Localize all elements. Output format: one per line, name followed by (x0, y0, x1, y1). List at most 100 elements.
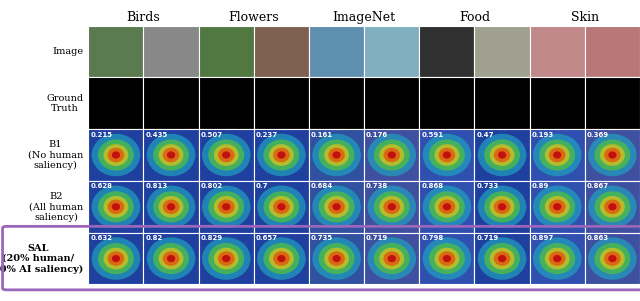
Ellipse shape (374, 139, 410, 171)
Bar (309, 26, 364, 77)
Ellipse shape (163, 148, 179, 162)
Ellipse shape (388, 151, 396, 159)
Ellipse shape (218, 251, 234, 266)
Bar (530, 26, 585, 77)
Text: 0.161: 0.161 (311, 132, 333, 138)
Text: ImageNet: ImageNet (333, 11, 396, 24)
Ellipse shape (533, 237, 582, 280)
Ellipse shape (600, 144, 625, 166)
Ellipse shape (443, 151, 451, 159)
Text: 0.215: 0.215 (90, 132, 112, 138)
Bar (309, 77, 364, 129)
Bar (585, 77, 640, 129)
Bar (474, 233, 530, 284)
Ellipse shape (218, 200, 234, 214)
Ellipse shape (600, 248, 625, 269)
Ellipse shape (214, 248, 239, 269)
Ellipse shape (167, 255, 175, 262)
Ellipse shape (159, 248, 184, 269)
Ellipse shape (202, 237, 250, 280)
Ellipse shape (153, 139, 189, 171)
Text: 0.897: 0.897 (532, 235, 554, 241)
Ellipse shape (257, 185, 306, 228)
Text: 0.733: 0.733 (476, 183, 499, 189)
Bar (254, 77, 309, 129)
Ellipse shape (147, 134, 195, 176)
Ellipse shape (490, 144, 515, 166)
Ellipse shape (498, 255, 506, 262)
Ellipse shape (153, 191, 189, 222)
Ellipse shape (214, 196, 239, 218)
Ellipse shape (159, 196, 184, 218)
Text: 0.7: 0.7 (256, 183, 268, 189)
Bar (143, 233, 198, 284)
Bar (88, 77, 143, 129)
Ellipse shape (202, 185, 250, 228)
Bar (143, 129, 198, 181)
Ellipse shape (367, 185, 416, 228)
Ellipse shape (422, 237, 471, 280)
Ellipse shape (388, 203, 396, 210)
Bar (309, 181, 364, 233)
Ellipse shape (438, 251, 455, 266)
Bar (198, 26, 254, 77)
Ellipse shape (112, 203, 120, 210)
Bar (198, 233, 254, 284)
Bar (254, 233, 309, 284)
Ellipse shape (553, 203, 561, 210)
Text: 0.632: 0.632 (90, 235, 112, 241)
Ellipse shape (319, 243, 355, 274)
Text: 0.868: 0.868 (421, 183, 444, 189)
Ellipse shape (208, 191, 244, 222)
Bar (585, 233, 640, 284)
Ellipse shape (112, 255, 120, 262)
Bar (254, 181, 309, 233)
Text: 0.591: 0.591 (421, 132, 444, 138)
Bar (309, 129, 364, 181)
Ellipse shape (383, 251, 400, 266)
Ellipse shape (608, 203, 616, 210)
Ellipse shape (319, 139, 355, 171)
Bar (419, 129, 474, 181)
Text: 0.628: 0.628 (90, 183, 112, 189)
Ellipse shape (540, 191, 575, 222)
Ellipse shape (545, 248, 570, 269)
Ellipse shape (608, 255, 616, 262)
Ellipse shape (92, 237, 140, 280)
Text: Food: Food (459, 11, 490, 24)
Ellipse shape (438, 148, 455, 162)
Ellipse shape (277, 255, 285, 262)
Ellipse shape (380, 144, 404, 166)
Bar (88, 181, 143, 233)
Text: 0.193: 0.193 (532, 132, 554, 138)
Ellipse shape (545, 196, 570, 218)
Bar (530, 129, 585, 181)
Text: 0.863: 0.863 (587, 235, 609, 241)
Ellipse shape (435, 248, 460, 269)
Bar (143, 77, 198, 129)
Ellipse shape (422, 185, 471, 228)
Ellipse shape (595, 191, 630, 222)
Ellipse shape (549, 148, 566, 162)
Ellipse shape (498, 203, 506, 210)
Ellipse shape (540, 243, 575, 274)
Bar (198, 129, 254, 181)
Bar (364, 129, 419, 181)
Bar (364, 181, 419, 233)
Ellipse shape (98, 191, 134, 222)
Bar (88, 129, 143, 181)
Ellipse shape (273, 200, 290, 214)
Ellipse shape (324, 196, 349, 218)
Text: 0.719: 0.719 (476, 235, 499, 241)
Text: 0.719: 0.719 (366, 235, 388, 241)
Bar (530, 233, 585, 284)
Ellipse shape (588, 134, 637, 176)
Ellipse shape (222, 203, 230, 210)
Ellipse shape (104, 196, 128, 218)
Ellipse shape (214, 144, 239, 166)
Text: 0.684: 0.684 (311, 183, 333, 189)
Ellipse shape (332, 203, 340, 210)
Bar (364, 233, 419, 284)
Ellipse shape (167, 203, 175, 210)
Ellipse shape (108, 251, 124, 266)
